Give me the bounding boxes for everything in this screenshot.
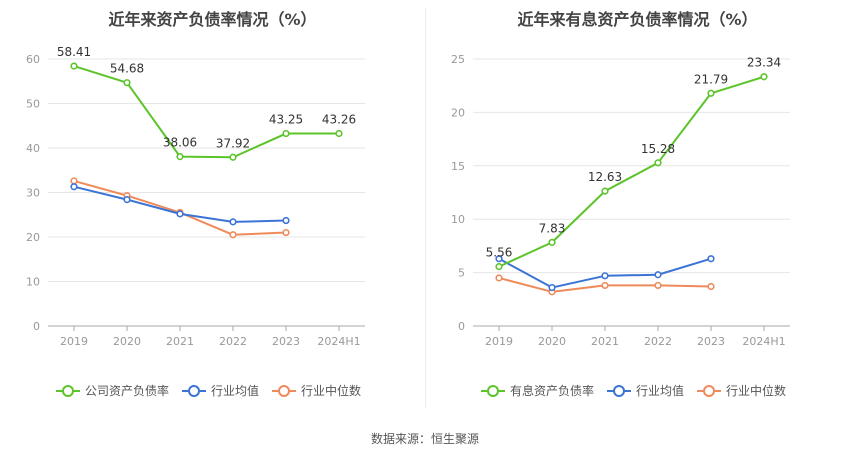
chart-canvas: 0 10 20 30 40 50 60 2019 2020 2021 2022 2023 2024H1 5… <box>26 45 365 398</box>
data-point <box>601 281 609 290</box>
data-point <box>123 79 131 87</box>
y-tick-label: 10 <box>451 213 465 226</box>
legend-marker <box>62 385 74 397</box>
data-source-note: 数据来源：恒生聚源 <box>370 432 479 446</box>
series-line <box>498 75 765 268</box>
legend-label: 行业均值 <box>636 383 684 398</box>
x-tick-label: 2022 <box>644 335 672 348</box>
data-label: 58.41 <box>57 45 91 59</box>
data-point <box>70 177 78 185</box>
legend-marker <box>613 385 625 397</box>
data-point <box>654 159 662 167</box>
data-point <box>548 238 556 246</box>
x-tick-label: 2023 <box>697 335 725 348</box>
interest-bearing-liability-ratio-chart: 近年来有息资产负债率情况（%） 0 5 10 15 20 25 2019 2020 2021 20… <box>425 0 850 420</box>
y-tick-label: 0 <box>33 320 40 333</box>
legend-label: 行业中位数 <box>301 383 361 398</box>
x-tick-label: 2019 <box>485 335 513 348</box>
y-tick-label: 15 <box>451 160 465 173</box>
y-tick-label: 20 <box>451 106 465 119</box>
legend-marker <box>188 385 200 397</box>
data-point <box>654 271 662 279</box>
chart-title: 近年来资产负债率情况（%） <box>108 10 317 29</box>
y-tick-label: 10 <box>26 276 40 289</box>
legend-label: 有息资产负债率 <box>510 383 594 398</box>
legend-label: 行业中位数 <box>726 383 786 398</box>
data-point <box>229 231 237 239</box>
x-tick-label: 2021 <box>166 335 194 348</box>
data-point <box>760 73 768 81</box>
data-label: 5.56 <box>486 246 513 260</box>
data-point <box>707 282 715 291</box>
data-point <box>229 218 237 226</box>
data-label: 54.68 <box>110 62 144 76</box>
data-label: 43.26 <box>322 112 356 126</box>
y-tick-label: 5 <box>458 267 465 280</box>
panel-divider <box>425 8 426 408</box>
data-point <box>707 89 715 97</box>
data-point <box>495 263 503 271</box>
data-point <box>176 210 184 218</box>
data-point <box>123 196 131 204</box>
y-tick-label: 0 <box>458 320 465 333</box>
data-point <box>495 255 503 263</box>
data-label: 15.28 <box>641 142 675 156</box>
data-point <box>282 129 290 138</box>
legend-marker <box>487 385 499 397</box>
y-tick-label: 60 <box>26 53 40 66</box>
asset-liability-ratio-chart: 近年来资产负债率情况（%） 0 10 20 30 40 50 60 2019 2020 2021 2… <box>0 0 425 420</box>
data-label: 37.92 <box>216 136 250 150</box>
x-tick-label: 2021 <box>591 335 619 348</box>
x-tick-label: 2024H1 <box>742 335 785 348</box>
data-label: 7.83 <box>539 221 566 235</box>
data-label: 43.25 <box>269 113 303 127</box>
x-tick-label: 2020 <box>538 335 566 348</box>
legend-marker <box>703 385 715 397</box>
chart-canvas: 0 5 10 15 20 25 2019 2020 2021 2022 2023 2024H1 5.56… <box>451 53 790 398</box>
y-tick-label: 25 <box>451 53 465 66</box>
legend-label: 行业均值 <box>211 383 259 398</box>
legend-label: 公司资产负债率 <box>85 383 169 398</box>
y-tick-label: 50 <box>26 98 40 111</box>
data-point <box>176 153 184 161</box>
data-label: 38.06 <box>163 136 197 150</box>
data-label: 23.34 <box>747 56 781 70</box>
data-label: 12.63 <box>588 170 622 184</box>
data-point <box>601 187 609 195</box>
y-tick-label: 30 <box>26 187 40 200</box>
data-point <box>654 281 662 290</box>
data-label: 21.79 <box>694 72 728 86</box>
x-tick-label: 2023 <box>272 335 300 348</box>
x-tick-label: 2019 <box>60 335 88 348</box>
x-tick-label: 2020 <box>113 335 141 348</box>
data-point <box>70 183 78 191</box>
data-point <box>495 274 503 282</box>
series-line <box>73 179 287 236</box>
data-point <box>282 228 290 237</box>
data-point <box>282 216 290 225</box>
legend-marker <box>278 385 290 397</box>
series-line <box>73 65 340 159</box>
data-point <box>70 62 78 70</box>
data-point <box>335 129 343 138</box>
data-point <box>229 153 237 161</box>
chart-title: 近年来有息资产负债率情况（%） <box>517 10 758 29</box>
x-tick-label: 2024H1 <box>317 335 360 348</box>
data-point <box>601 272 609 280</box>
y-tick-label: 20 <box>26 231 40 244</box>
x-tick-label: 2022 <box>219 335 247 348</box>
data-point <box>548 283 556 292</box>
data-point <box>707 255 715 263</box>
y-tick-label: 40 <box>26 142 40 155</box>
